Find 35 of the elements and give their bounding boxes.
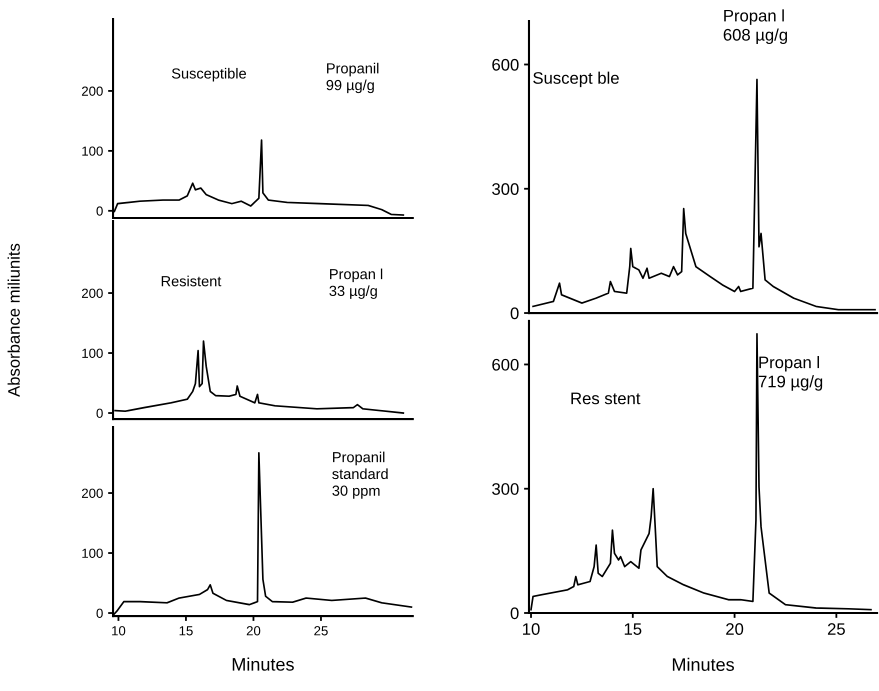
y-axis-title: Absorbance miliunits (8, 244, 20, 397)
y-tick-label: 0 (96, 608, 103, 618)
y-tick-label: 300 (492, 183, 519, 195)
y-tick-label: 300 (492, 483, 519, 495)
x-tick-label: 10 (112, 626, 126, 636)
y-tick-label: 0 (510, 307, 519, 320)
y-tick-label: 0 (96, 206, 103, 216)
x-tick-label: 25 (828, 623, 845, 635)
annotation: Propanil standard 30 ppm (332, 452, 388, 499)
x-tick-label: 10 (523, 623, 540, 635)
x-tick-label: 15 (180, 626, 193, 636)
x-tick-label: 25 (314, 626, 328, 636)
text: Resistent (162, 276, 222, 286)
y-tick-label: 600 (492, 58, 519, 71)
annotation: Propan l 719 µg/g (758, 356, 822, 391)
y-tick-label: 100 (82, 146, 103, 156)
y-tick-label: 0 (96, 408, 103, 418)
annotation: Propan l 33 µg/g (329, 268, 382, 299)
y-tick-label: 200 (82, 86, 103, 96)
annotation: Propan l 608 µg/g (724, 9, 787, 44)
y-tick-label: 200 (82, 488, 103, 498)
y-tick-label: 600 (492, 358, 519, 371)
text: Res stent (571, 392, 640, 404)
x-tick-label: 20 (246, 626, 260, 636)
x-tick-label: 20 (726, 623, 744, 635)
y-tick-label: 100 (82, 348, 103, 358)
y-tick-label: 200 (82, 288, 103, 298)
text: Susceptible (172, 68, 246, 82)
y-tick-label: 0 (510, 607, 519, 620)
x-axis-title: Minutes (672, 658, 734, 671)
x-axis-title: Minutes (232, 657, 294, 671)
text: Suscept ble (533, 72, 619, 88)
y-tick-label: 100 (82, 548, 103, 558)
annotation: Propanil 99 µg/g (326, 62, 378, 94)
x-tick-label: 15 (624, 623, 642, 635)
